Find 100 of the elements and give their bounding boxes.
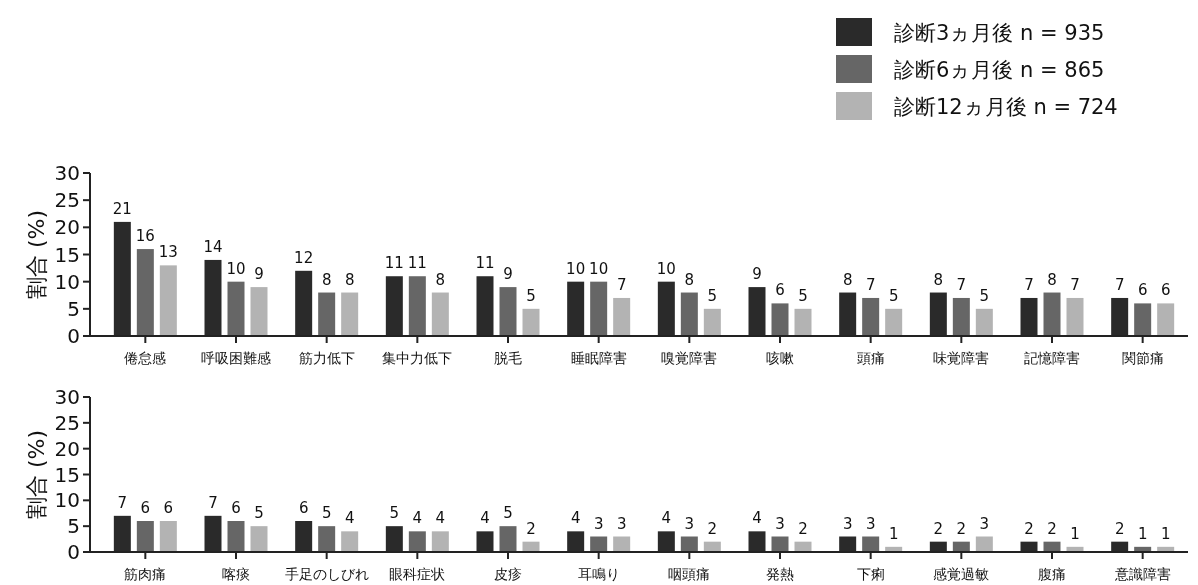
y-tick-label: 25 bbox=[54, 410, 80, 435]
bar bbox=[680, 292, 698, 336]
data-label: 7 bbox=[865, 275, 876, 294]
bar bbox=[1066, 297, 1084, 336]
bar bbox=[136, 521, 154, 552]
x-tick-label: 睡眠障害 bbox=[570, 350, 627, 366]
y-tick-label: 5 bbox=[67, 296, 80, 321]
data-label: 9 bbox=[254, 265, 264, 284]
data-label: 7 bbox=[1070, 275, 1080, 294]
data-label: 13 bbox=[158, 243, 178, 262]
data-label: 2 bbox=[1047, 519, 1057, 538]
y-tick-label: 0 bbox=[67, 324, 80, 348]
bar bbox=[703, 308, 721, 336]
data-label: 7 bbox=[208, 493, 218, 512]
data-label: 1 bbox=[1160, 524, 1171, 543]
bar bbox=[250, 287, 268, 336]
data-label: 2 bbox=[956, 519, 967, 538]
data-label: 6 bbox=[163, 499, 174, 517]
x-tick-label: 眼科症状 bbox=[389, 566, 446, 582]
bar bbox=[1043, 292, 1061, 336]
data-label: 8 bbox=[684, 270, 695, 289]
data-label: 5 bbox=[389, 504, 400, 523]
x-tick-label: 下痢 bbox=[856, 566, 885, 582]
legend-label: 診断3ヵ月後 n = 935 bbox=[894, 21, 1105, 45]
data-label: 7 bbox=[1024, 275, 1034, 294]
data-label: 2 bbox=[1024, 519, 1034, 538]
x-tick-label: 脱毛 bbox=[494, 350, 522, 366]
bar bbox=[680, 536, 698, 552]
legend-label: 診断12ヵ月後 n = 724 bbox=[894, 95, 1118, 119]
data-label: 16 bbox=[135, 227, 155, 246]
data-label: 8 bbox=[321, 270, 332, 289]
data-label: 10 bbox=[589, 259, 609, 278]
bar bbox=[318, 526, 336, 552]
data-label: 9 bbox=[752, 265, 762, 284]
bar bbox=[522, 308, 540, 336]
bar bbox=[136, 249, 154, 336]
y-tick-label: 15 bbox=[54, 242, 80, 267]
data-label: 2 bbox=[933, 519, 944, 538]
data-label: 4 bbox=[661, 509, 672, 528]
y-tick-label: 10 bbox=[54, 488, 80, 513]
x-tick-label: 咳嗽 bbox=[766, 350, 794, 366]
data-label: 4 bbox=[480, 509, 490, 528]
x-tick-label: 腹痛 bbox=[1038, 566, 1066, 582]
y-tick-label: 15 bbox=[54, 462, 80, 487]
data-label: 14 bbox=[203, 237, 223, 256]
data-label: 5 bbox=[254, 504, 264, 523]
bar bbox=[590, 281, 608, 336]
data-label: 21 bbox=[112, 199, 132, 218]
data-label: 5 bbox=[526, 286, 536, 305]
data-label: 6 bbox=[1137, 281, 1148, 300]
data-label: 3 bbox=[775, 514, 785, 533]
data-label: 8 bbox=[933, 270, 944, 289]
y-tick-label: 5 bbox=[67, 514, 80, 539]
bar bbox=[771, 536, 789, 552]
x-tick-label: 頭痛 bbox=[856, 350, 885, 366]
data-label: 5 bbox=[321, 504, 332, 523]
bar bbox=[227, 521, 245, 552]
bar bbox=[341, 292, 359, 336]
data-label: 4 bbox=[344, 509, 355, 528]
x-tick-label: 手足のしびれ bbox=[284, 566, 369, 582]
data-label: 12 bbox=[294, 248, 314, 267]
x-tick-label: 発熱 bbox=[766, 566, 794, 582]
x-tick-label: 関節痛 bbox=[1121, 350, 1164, 366]
bar bbox=[227, 281, 245, 336]
data-label: 10 bbox=[656, 259, 676, 278]
data-label: 10 bbox=[566, 259, 586, 278]
data-label: 7 bbox=[1114, 275, 1125, 294]
data-label: 6 bbox=[231, 499, 241, 517]
bar bbox=[613, 536, 631, 552]
bar bbox=[431, 292, 449, 336]
data-label: 2 bbox=[707, 519, 718, 538]
bar bbox=[613, 297, 631, 336]
y-tick-label: 30 bbox=[54, 385, 80, 409]
data-label: 8 bbox=[1047, 270, 1057, 289]
x-tick-label: 呼吸困難感 bbox=[201, 350, 271, 366]
data-label: 3 bbox=[616, 514, 627, 533]
bar bbox=[1134, 303, 1152, 336]
data-label: 3 bbox=[842, 514, 853, 533]
data-label: 11 bbox=[407, 254, 427, 273]
data-label: 7 bbox=[616, 275, 627, 294]
data-label: 6 bbox=[775, 281, 785, 300]
bar bbox=[885, 308, 903, 336]
y-tick-label: 20 bbox=[54, 436, 80, 461]
bar bbox=[771, 303, 789, 336]
x-tick-label: 感覚過敏 bbox=[933, 566, 990, 582]
bar bbox=[408, 531, 426, 552]
data-label: 8 bbox=[435, 270, 446, 289]
data-label: 11 bbox=[384, 254, 404, 273]
bar bbox=[408, 276, 426, 336]
bar bbox=[975, 308, 993, 336]
bar bbox=[159, 521, 177, 552]
data-label: 2 bbox=[526, 519, 536, 538]
data-label: 5 bbox=[707, 286, 718, 305]
data-label: 1 bbox=[888, 524, 899, 543]
x-tick-label: 筋肉痛 bbox=[124, 566, 167, 582]
y-tick-label: 10 bbox=[54, 269, 80, 294]
bar bbox=[499, 287, 517, 336]
x-tick-label: 集中力低下 bbox=[382, 350, 453, 366]
data-label: 2 bbox=[798, 519, 808, 538]
data-label: 5 bbox=[798, 286, 808, 305]
